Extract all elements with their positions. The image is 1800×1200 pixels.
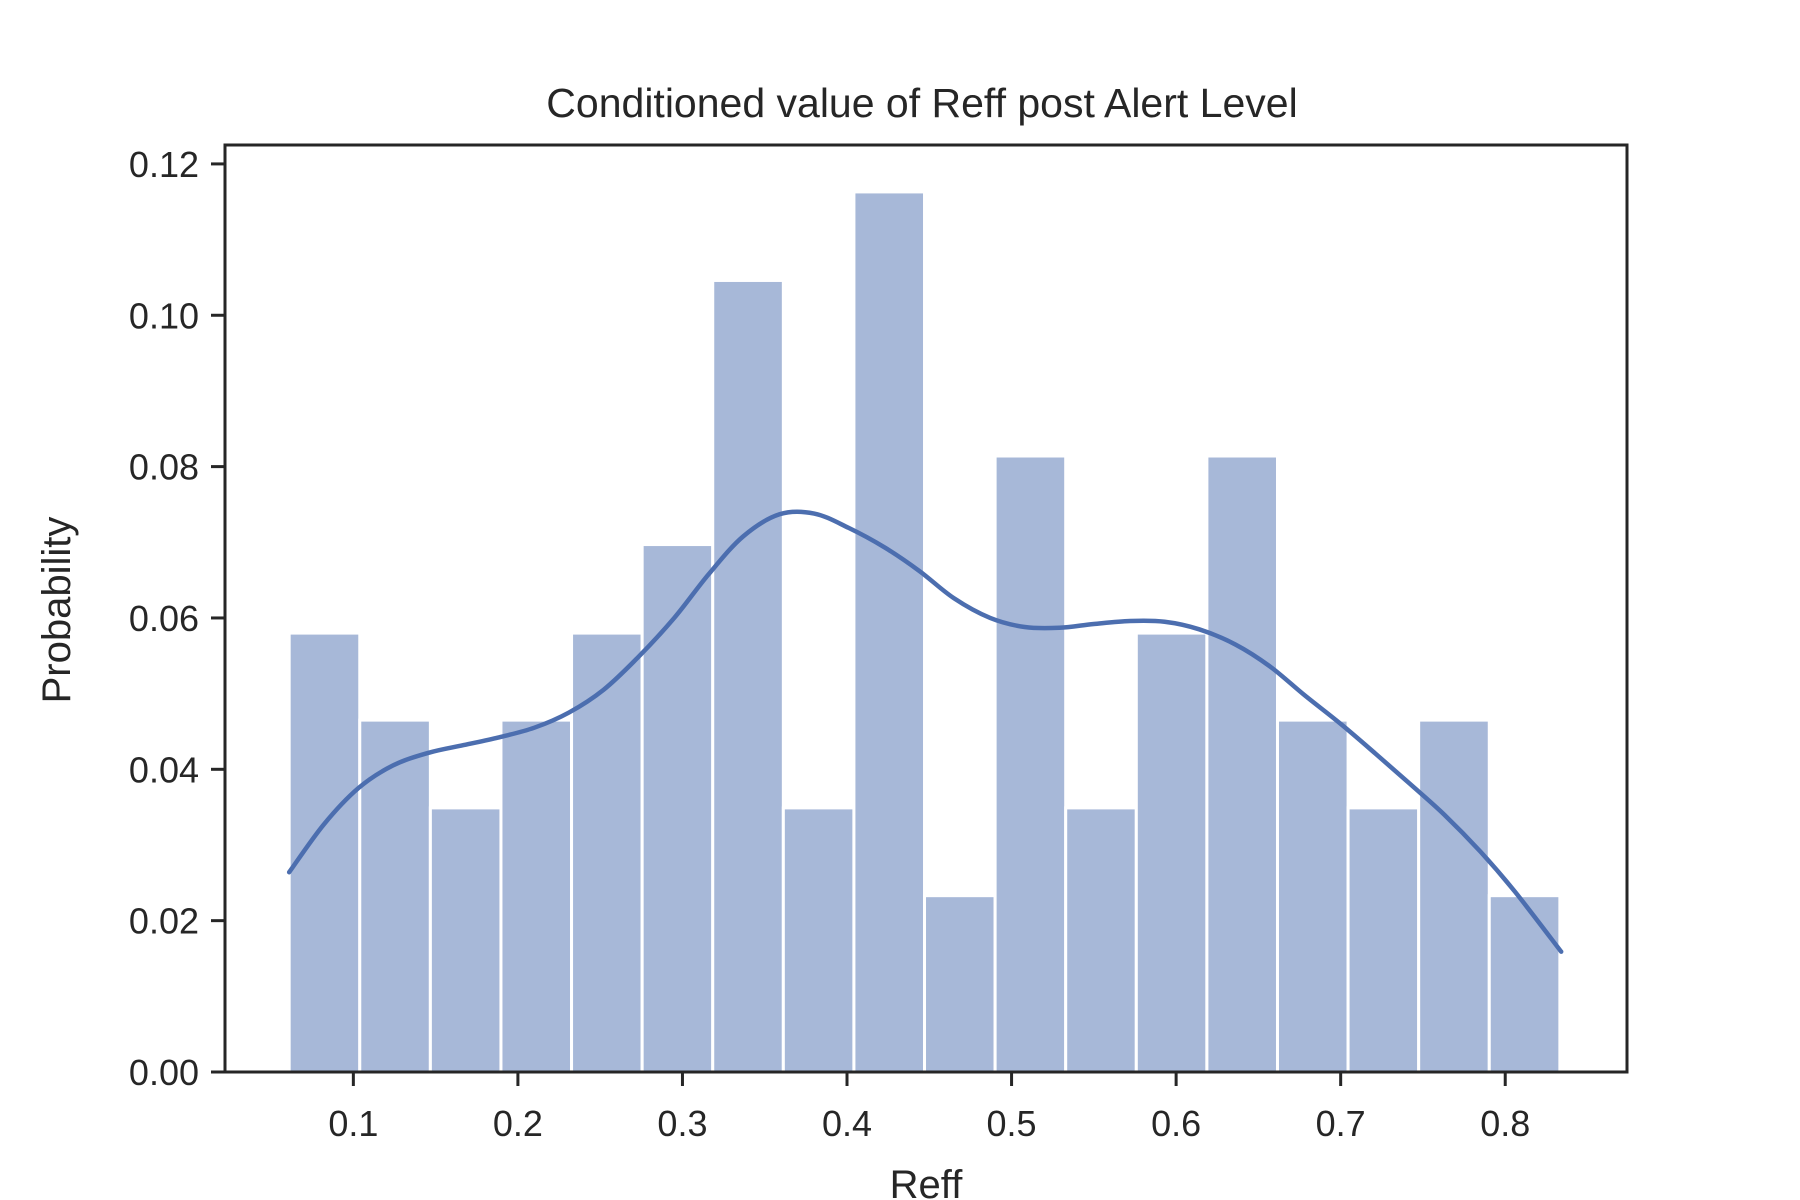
x-tick-label: 0.2	[493, 1103, 543, 1144]
x-tick-label: 0.6	[1151, 1103, 1201, 1144]
bars-group	[287, 190, 1562, 1074]
x-tick-label: 0.8	[1480, 1103, 1530, 1144]
y-axis-label: Probability	[35, 517, 79, 704]
x-tick-label: 0.3	[657, 1103, 707, 1144]
x-tick-label: 0.1	[328, 1103, 378, 1144]
histogram-bar	[1275, 718, 1350, 1074]
y-tick-label: 0.08	[129, 447, 199, 488]
histogram-bar	[499, 718, 574, 1074]
y-tick-label: 0.06	[129, 598, 199, 639]
y-tick-label: 0.00	[129, 1052, 199, 1093]
plot-frame	[223, 143, 1629, 1074]
kde-group	[286, 509, 1564, 954]
x-tick-label: 0.4	[822, 1103, 872, 1144]
histogram-bar	[428, 806, 503, 1074]
histogram-bar	[358, 718, 432, 1074]
histogram-bar	[570, 631, 644, 1074]
histogram-bar	[1487, 894, 1562, 1074]
histogram-bar	[1205, 454, 1279, 1074]
histogram-bar	[1134, 631, 1209, 1074]
y-tick-label: 0.10	[129, 295, 199, 336]
kde-curve	[286, 509, 1564, 954]
histogram-bar	[923, 894, 997, 1074]
y-axis: 0.00 0.02 0.04 0.06 0.08 0.10 0.12	[129, 144, 225, 1093]
x-tick-label: 0.7	[1316, 1103, 1366, 1144]
x-axis: 0.1 0.2 0.3 0.4 0.5 0.6 0.7 0.8	[328, 1072, 1530, 1144]
x-axis-label: Reff	[890, 1163, 964, 1200]
histogram-bar	[1064, 806, 1138, 1074]
histogram-bar	[711, 278, 785, 1074]
chart-title: Conditioned value of Reff post Alert Lev…	[546, 80, 1297, 126]
histogram-bar	[1417, 718, 1491, 1074]
histogram-bar	[993, 454, 1068, 1074]
histogram-bar	[640, 543, 715, 1074]
y-tick-label: 0.02	[129, 901, 199, 942]
y-tick-label: 0.12	[129, 144, 199, 185]
y-tick-label: 0.04	[129, 749, 199, 790]
histogram-bar	[852, 190, 927, 1074]
histogram-bar	[1346, 806, 1421, 1074]
histogram-bar	[287, 631, 362, 1074]
histogram-bar	[781, 806, 856, 1074]
x-tick-label: 0.5	[987, 1103, 1037, 1144]
